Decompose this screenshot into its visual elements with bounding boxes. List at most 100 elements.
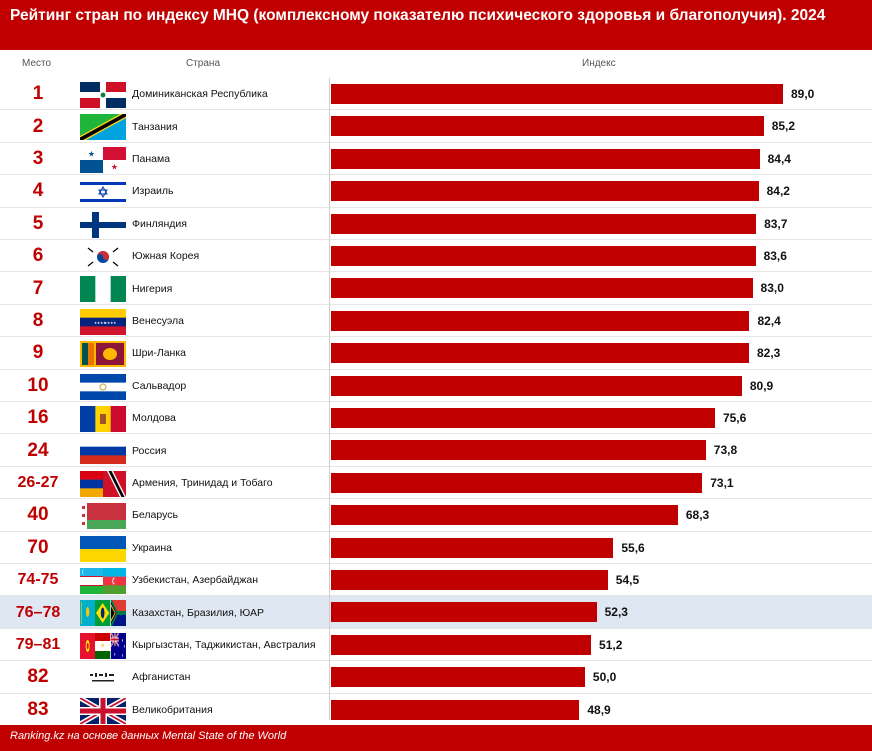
rank-label: 26-27 [17,473,59,491]
source-footer: Ranking.kz на основе данных Mental State… [0,725,872,751]
row-divider [0,206,872,208]
svg-text:★: ★ [123,644,125,649]
column-header-rank: Место [22,58,52,69]
index-bar [331,278,753,299]
index-bar [331,84,783,104]
svg-text:★★★★: ★★★★ [94,321,106,325]
index-bar [331,116,764,137]
value-label: 89,0 [791,87,815,101]
country-name: Венесуэла [132,314,184,327]
table-row: 9 Шри-Ланка 82,3 [0,337,872,370]
table-row: 70 Украина 55,6 [0,532,872,564]
value-label: 85,2 [771,119,796,134]
flag-russia-icon [80,438,126,465]
value-label: 68,3 [685,508,710,523]
country-name: Сальвадор [132,379,187,392]
value-label: 73,8 [713,443,738,458]
table-row: 6 Южная Корея 83,6 [0,240,872,273]
flag-group [80,406,126,432]
bar-axis-line [329,78,330,720]
flag-group: ★ ★ ★ ★ [80,632,126,659]
value-label: 83,6 [763,249,787,263]
flag-group [80,438,126,465]
svg-text:★: ★ [88,149,95,158]
svg-text:★: ★ [114,652,116,657]
flag-moldova-icon [80,406,126,432]
rank-label: 74-75 [17,571,59,589]
flag-group [80,470,126,497]
index-bar [331,148,760,169]
value-label: 50,0 [592,670,617,685]
flag-group: ★ ★ [80,146,126,173]
column-header-country: Страна [186,58,221,69]
rank-label: 82 [27,666,49,688]
rank-label: 6 [32,245,44,267]
rank-label: 40 [27,504,49,526]
flag-panama-icon: ★ ★ [80,146,126,173]
value-label: 80,9 [749,378,774,393]
rank-label: 8 [32,309,44,331]
row-divider [0,660,872,662]
flag-south-korea-icon [80,244,126,270]
value-label: 82,3 [756,346,781,361]
flag-dominican-republic-icon [80,82,126,108]
table-row: 76–78 Казахстан, Бразилия, ЮАР 52,3 [0,596,872,629]
table-row: 7 Нигерия 83,0 [0,272,872,305]
flag-group [80,568,126,594]
index-bar [331,634,592,655]
index-bar [331,440,706,461]
table-row: 83 Великобритания 48,9 [0,694,872,726]
row-divider [0,433,872,435]
country-name: Южная Корея [132,250,200,263]
value-label: 84,4 [767,151,791,166]
row-divider [0,465,872,467]
rank-label: 83 [27,698,49,720]
flag-azerbaijan-icon [103,568,126,594]
rank-label: 10 [27,374,49,396]
row-divider [0,562,872,564]
flag-united-kingdom-icon [80,697,126,724]
table-row: 10 Сальвадор 80,9 [0,370,872,402]
flag-armenia-icon [80,470,103,497]
flag-group [80,697,126,724]
flag-group [80,276,126,303]
flag-kyrgyzstan-icon [80,632,96,659]
row-divider [0,498,872,500]
country-name: Армения, Тринидад и Тобаго [132,476,273,489]
table-row: 82 Афганистан 50,0 [0,661,872,694]
row-divider [0,530,872,532]
flag-nigeria-icon [80,276,126,303]
table-row: 24 Россия 73,8 [0,434,872,467]
value-label: 55,6 [621,540,645,555]
flag-belarus-icon [80,503,126,530]
svg-text:★: ★ [121,653,123,658]
country-name: Украина [132,541,172,554]
rank-label: 5 [32,212,44,234]
row-divider [0,174,872,176]
flag-sri-lanka-icon [80,341,126,368]
country-name: Танзания [132,120,178,133]
value-label: 73,1 [710,475,734,490]
index-bar [331,408,715,428]
country-name: Панама [132,152,171,165]
index-bar [331,181,759,202]
value-label: 52,3 [604,605,628,620]
value-label: 83,7 [764,216,788,231]
flag-south-africa-icon [110,600,126,627]
row-divider [0,692,872,694]
flag-venezuela-icon: ★★★★ ★★★★ [80,308,126,335]
value-label: 83,0 [760,281,784,296]
flag-el-salvador-icon [80,373,126,400]
flag-australia-icon: ★ ★ ★ ★ [110,632,126,659]
table-row: 79–81 ★ ★ ★ ★ Кыргызстан, Таджикистан, Австра… [0,629,872,662]
flag-uzbekistan-icon [80,568,103,594]
flag-group [80,82,126,108]
rank-label: 9 [32,342,44,364]
country-name: Афганистан [132,671,191,684]
index-bar [331,343,749,364]
index-bar [331,667,585,688]
rank-label: 4 [32,180,44,202]
flag-group [80,114,126,141]
flag-group [80,535,126,562]
country-name: Нигерия [132,282,173,295]
